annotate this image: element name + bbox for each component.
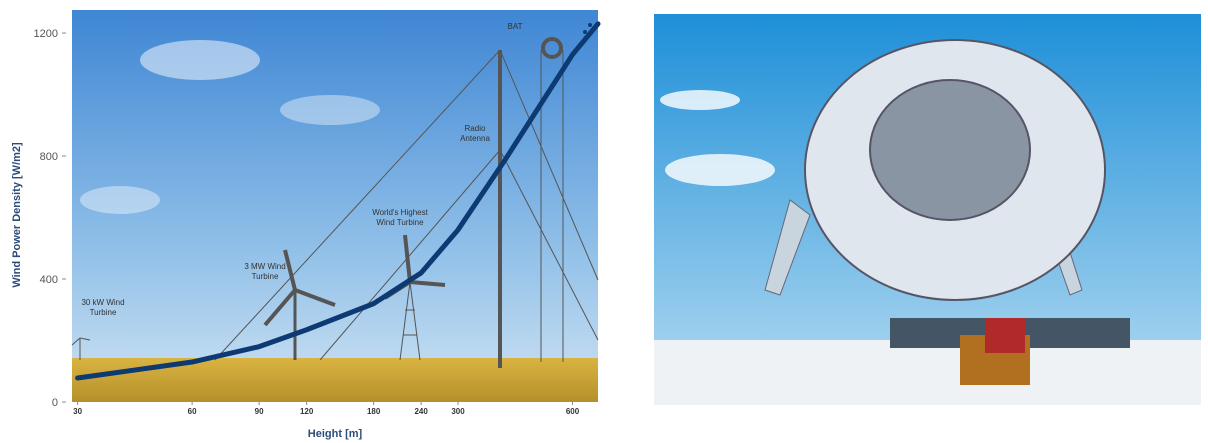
- annotation: Radio Antenna: [460, 124, 490, 143]
- x-tick-label: 240: [414, 407, 428, 416]
- power-curve: [75, 21, 601, 381]
- x-tick-label: 120: [300, 407, 314, 416]
- chart-background: [71, 10, 599, 402]
- x-tick-label: 90: [255, 407, 264, 416]
- x-tick-label: 300: [451, 407, 465, 416]
- annotation: 3 MW Wind Turbine: [244, 262, 286, 281]
- annotation: World's Highest Wind Turbine: [372, 208, 428, 227]
- x-tick-label: 30: [73, 407, 82, 416]
- y-tick-label: 800: [40, 151, 58, 163]
- annotation: BAT: [507, 22, 523, 31]
- x-tick-label: 600: [566, 407, 580, 416]
- annotation: 30 kW Wind Turbine: [81, 298, 125, 317]
- y-tick-label: 400: [40, 274, 58, 286]
- x-axis-label: Height [m]: [308, 428, 363, 440]
- x-tick-label: 60: [188, 407, 197, 416]
- y-axis-label: Wind Power Density [W/m2]: [11, 142, 23, 288]
- x-tick-label: 180: [367, 407, 381, 416]
- y-tick-label: 0: [52, 397, 58, 409]
- photo: [654, 14, 1201, 405]
- y-tick-label: 1200: [34, 28, 58, 40]
